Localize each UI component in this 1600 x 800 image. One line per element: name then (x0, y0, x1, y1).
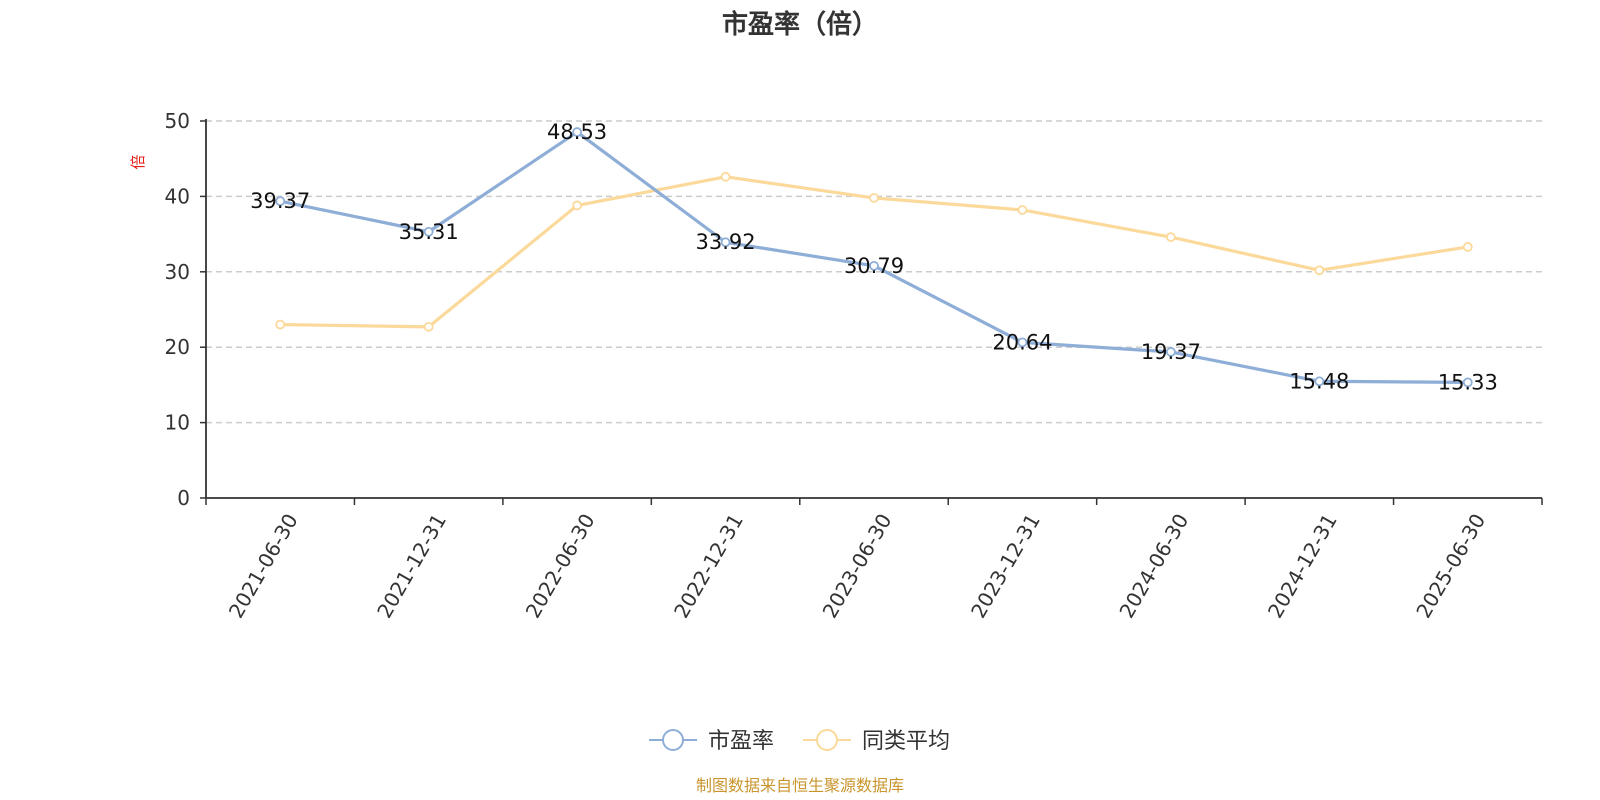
y-tick-label: 20 (165, 335, 190, 359)
legend[interactable]: 市盈率 同类平均 (649, 729, 950, 754)
data-label: 39.37 (250, 189, 310, 213)
data-point-pe (1314, 376, 1325, 387)
data-point-avg (720, 171, 731, 182)
data-point-pe (1462, 377, 1473, 388)
x-tick-label: 2024-12-31 (1263, 510, 1342, 623)
x-tick-label: 2021-12-31 (372, 509, 451, 622)
data-point-pe (720, 237, 731, 248)
data-point-pe (1017, 337, 1028, 348)
x-tick-label: 2023-12-31 (966, 510, 1045, 623)
data-label: 20.64 (992, 330, 1052, 354)
data-label: 30.79 (844, 254, 904, 278)
y-tick-label: 10 (165, 411, 190, 435)
data-point-avg (423, 321, 434, 332)
y-tick-label: 50 (165, 109, 190, 133)
data-point-avg (1017, 205, 1028, 215)
data-point-avg (1462, 242, 1473, 252)
chart-title: 市盈率（倍） (722, 9, 878, 40)
legend-item-avg[interactable]: 同类平均 (803, 729, 950, 754)
data-label: 48.53 (547, 120, 607, 144)
data-point-avg (1165, 232, 1176, 243)
x-tick-label: 2022-06-30 (521, 510, 600, 623)
x-tick-label: 2025-06-30 (1411, 510, 1490, 623)
data-label: 15.33 (1438, 370, 1498, 394)
data-label: 15.48 (1289, 369, 1349, 393)
data-point-pe (275, 196, 286, 207)
x-tick-labels: 2021-06-30 2021-12-31 2022-06-30 2022-12-31… (224, 509, 1490, 622)
data-label: 33.92 (695, 230, 755, 254)
y-tick-label: 30 (165, 260, 190, 284)
data-point-avg (1314, 265, 1325, 276)
data-point-pe (1165, 347, 1176, 357)
data-point-pe (869, 260, 879, 271)
legend-marker (662, 729, 684, 751)
y-tick-label: 0 (177, 486, 190, 510)
legend-label: 市盈率 (708, 729, 774, 754)
data-point-avg (869, 193, 879, 203)
x-tick-label: 2022-12-31 (669, 510, 748, 623)
y-tick-label: 40 (165, 184, 190, 208)
legend-item-pe[interactable]: 市盈率 (649, 729, 774, 754)
x-tick-label: 2021-06-30 (224, 510, 303, 623)
data-point-pe (423, 226, 434, 237)
legend-label: 同类平均 (862, 729, 950, 754)
data-point-avg (572, 200, 583, 211)
x-tick-label: 2024-06-30 (1114, 510, 1193, 623)
x-tick-label: 2023-06-30 (818, 510, 897, 623)
data-label: 35.31 (399, 220, 459, 244)
data-point-avg (275, 319, 286, 330)
axes (200, 119, 1543, 505)
data-labels: 39.37 35.31 48.53 33.92 30.79 20.64 19.37 15.48… (250, 120, 1498, 394)
y-tick-labels: 0 10 20 30 40 50 (165, 109, 190, 510)
source-note: 制图数据来自恒生聚源数据库 (696, 776, 904, 795)
series-lines (275, 127, 1473, 388)
y-axis-unit: 倍 (129, 154, 147, 169)
data-label: 19.37 (1141, 340, 1201, 364)
legend-marker (816, 729, 838, 751)
data-point-pe (572, 127, 583, 137)
